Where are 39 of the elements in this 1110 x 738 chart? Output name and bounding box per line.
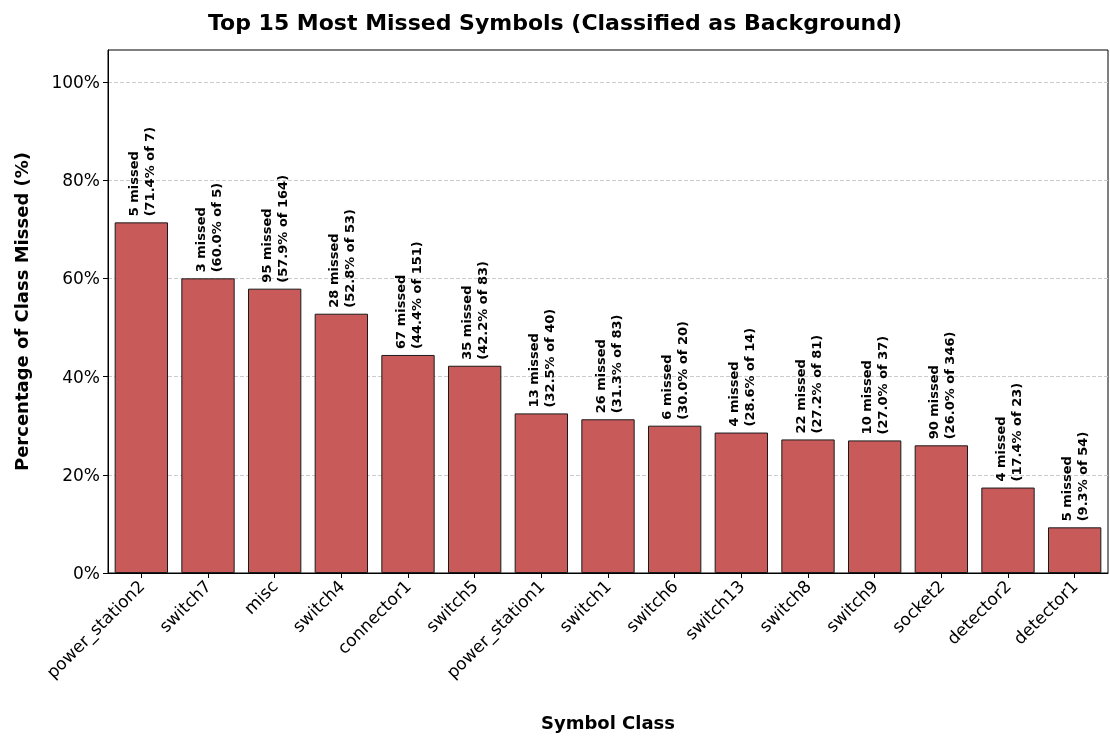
data-label: 28 missed (52.8% of 53) [325, 208, 357, 308]
data-label: 13 missed (32.5% of 40) [525, 308, 557, 408]
data-label: 4 missed (28.6% of 14) [725, 327, 757, 427]
bar [248, 288, 302, 573]
y-tick-label: 60% [62, 268, 100, 289]
data-label: 26 missed (31.3% of 83) [592, 314, 624, 414]
data-label: 67 missed (44.4% of 151) [392, 241, 424, 349]
bar [981, 487, 1035, 573]
bar [114, 222, 168, 573]
data-label: 3 missed (60.0% of 5) [192, 182, 224, 273]
bar [381, 354, 435, 573]
chart-title: Top 15 Most Missed Symbols (Classified as Background) [207, 9, 903, 35]
data-label: 95 missed (57.9% of 164) [259, 174, 291, 283]
bar [714, 432, 768, 573]
data-label: 35 missed (42.2% of 83) [459, 261, 491, 360]
bar [848, 440, 902, 573]
bar [781, 439, 835, 573]
data-label: 5 missed (71.4% of 7) [125, 126, 157, 217]
bar [314, 313, 368, 573]
y-axis-title: Percentage of Class Missed (%) [10, 151, 32, 472]
bar [581, 419, 635, 573]
data-label: 90 missed (26.0% of 346) [925, 331, 957, 440]
data-label: 10 missed (27.0% of 37) [859, 335, 891, 435]
data-label: 5 missed (9.3% of 54) [1059, 431, 1091, 522]
bar [514, 413, 568, 573]
data-label: 6 missed (30.0% of 20) [659, 320, 691, 420]
bar [648, 425, 702, 573]
y-tick-label: 0% [73, 563, 100, 583]
y-tick-label: 40% [62, 366, 100, 387]
y-tick-label: 80% [62, 170, 100, 191]
data-label: 4 missed (17.4% of 23) [992, 382, 1024, 482]
y-tick-label: 20% [62, 464, 100, 485]
bar [914, 445, 968, 573]
data-label: 22 missed (27.2% of 81) [792, 334, 824, 434]
y-tick-label: 100% [51, 71, 100, 92]
bar [448, 365, 502, 573]
x-axis-title: Symbol Class [540, 711, 676, 733]
bar [1048, 527, 1102, 573]
bar [181, 278, 235, 573]
